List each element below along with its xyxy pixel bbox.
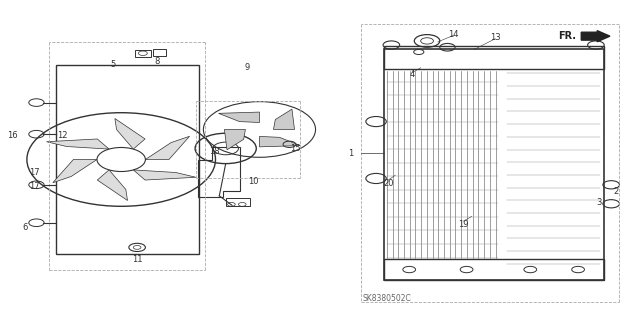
Text: 18: 18 — [209, 147, 220, 156]
Text: 12: 12 — [57, 131, 67, 140]
FancyArrow shape — [581, 31, 610, 42]
Bar — [384, 46, 604, 69]
Text: 9: 9 — [244, 63, 250, 72]
Bar — [153, 49, 166, 56]
Text: 15: 15 — [291, 144, 301, 153]
Text: 11: 11 — [132, 255, 142, 263]
Text: 3: 3 — [596, 198, 602, 207]
Polygon shape — [273, 109, 294, 130]
Bar — [384, 259, 604, 280]
Text: 8: 8 — [155, 57, 160, 66]
Text: 10: 10 — [248, 177, 259, 186]
Text: 17: 17 — [29, 168, 40, 177]
Polygon shape — [133, 170, 196, 180]
Text: 1: 1 — [348, 149, 353, 158]
Text: 16: 16 — [8, 131, 18, 140]
Bar — [56, 65, 199, 254]
Text: 4: 4 — [410, 70, 415, 78]
Text: 14: 14 — [449, 30, 459, 39]
Polygon shape — [53, 160, 97, 183]
Polygon shape — [47, 139, 109, 149]
Text: SK8380502C: SK8380502C — [362, 294, 412, 303]
Text: 20: 20 — [383, 179, 394, 188]
Text: 19: 19 — [458, 220, 468, 229]
Text: 6: 6 — [22, 223, 28, 232]
Polygon shape — [218, 112, 259, 122]
Text: 2: 2 — [614, 187, 619, 196]
Text: 5: 5 — [110, 60, 116, 69]
Bar — [384, 49, 604, 280]
Text: 13: 13 — [490, 33, 500, 42]
Polygon shape — [225, 130, 246, 150]
Polygon shape — [115, 119, 145, 149]
Polygon shape — [97, 170, 127, 200]
Text: 17: 17 — [29, 182, 40, 191]
Bar — [226, 198, 250, 206]
Bar — [135, 50, 151, 57]
Polygon shape — [259, 137, 300, 147]
Text: FR.: FR. — [558, 31, 576, 41]
Polygon shape — [145, 136, 189, 160]
